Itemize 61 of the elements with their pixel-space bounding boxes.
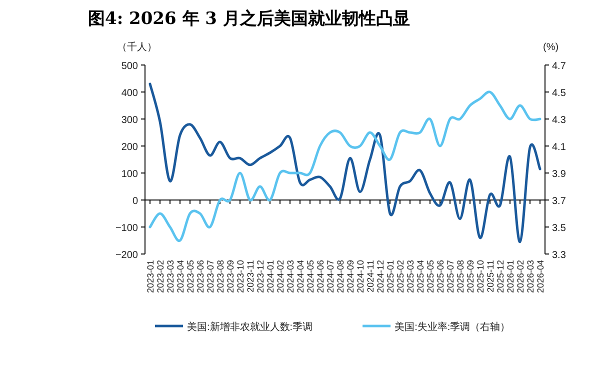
y-tick-label: 200 [121,142,138,153]
y2-tick-label: 3.7 [552,196,566,207]
x-tick-label: 2023-01 [146,260,156,294]
y-tick-label: −200 [115,250,138,261]
x-tick-label: 2024-06 [316,260,326,294]
legend-label: 美国:新增非农就业人数:季调 [187,321,313,333]
x-tick-label: 2024-09 [346,260,356,294]
x-tick-label: 2025-05 [426,260,436,294]
y-tick-label: −100 [115,223,138,234]
x-tick-label: 2025-07 [446,260,456,294]
x-tick-label: 2023-09 [226,260,236,294]
x-tick-label: 2025-02 [396,260,406,294]
x-tick-label: 2025-01 [386,260,396,294]
x-tick-label: 2023-08 [216,260,226,294]
x-tick-label: 2023-05 [186,260,196,294]
x-tick-label: 2025-04 [416,260,426,294]
x-tick-label: 2025-06 [436,260,446,294]
x-tick-label: 2024-05 [306,260,316,294]
x-tick-label: 2026-02 [516,260,526,294]
x-tick-label: 2026-04 [536,260,546,294]
y2-tick-label: 3.9 [552,169,566,180]
chart-title: 图4: 2026 年 3 月之后美国就业韧性凸显 [88,9,410,29]
y-tick-label: 100 [121,169,138,180]
y-tick-label: 400 [121,88,138,99]
x-tick-label: 2025-09 [466,260,476,294]
y-axis-title: （千人） [117,41,157,53]
x-tick-label: 2024-12 [376,260,386,294]
y2-tick-label: 3.3 [552,250,566,261]
x-tick-label: 2023-06 [196,260,206,294]
y-tick-label: 300 [121,115,138,126]
x-tick-label: 2023-11 [246,260,256,292]
x-tick-label: 2023-12 [256,260,266,294]
x-tick-label: 2024-03 [286,260,296,294]
y2-tick-label: 3.5 [552,223,566,234]
x-tick-label: 2025-08 [456,260,466,294]
x-tick-label: 2025-10 [476,260,486,294]
x-tick-label: 2026-01 [506,260,516,294]
y2-tick-label: 4.5 [552,88,566,99]
x-tick-label: 2026-03 [526,260,536,294]
x-tick-label: 2024-10 [356,260,366,294]
x-tick-label: 2023-07 [206,260,216,294]
x-tick-label: 2024-04 [296,260,306,294]
x-tick-label: 2024-08 [336,260,346,294]
y2-tick-label: 4.3 [552,115,566,126]
x-tick-label: 2024-11 [366,260,376,292]
x-tick-label: 2024-02 [276,260,286,294]
y2-tick-label: 4.7 [552,61,566,72]
x-tick-label: 2023-02 [156,260,166,294]
x-tick-label: 2023-04 [176,260,186,294]
x-tick-label: 2025-11 [486,260,496,292]
y-tick-label: 500 [121,61,138,72]
x-tick-label: 2025-03 [406,260,416,294]
x-tick-label: 2025-12 [496,260,506,294]
x-tick-label: 2024-01 [266,260,276,294]
y2-axis-title: (%) [543,42,559,53]
legend-label: 美国:失业率:季调（右轴） [394,321,510,333]
y2-tick-label: 4.1 [552,142,566,153]
x-tick-label: 2023-03 [166,260,176,294]
x-tick-label: 2024-07 [326,260,336,294]
y-tick-label: 0 [132,196,138,207]
x-tick-label: 2023-10 [236,260,246,294]
